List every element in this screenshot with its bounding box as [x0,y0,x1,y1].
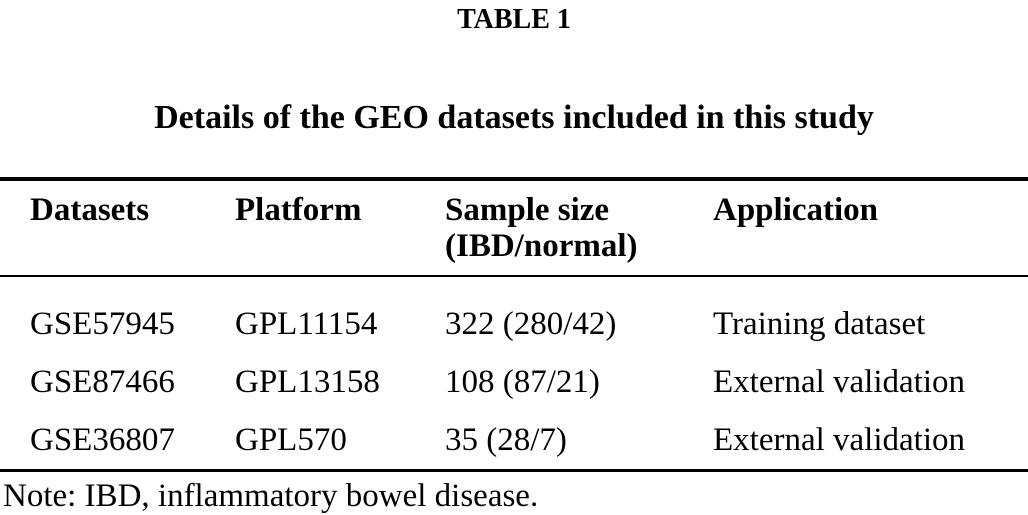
table-number-label: TABLE 1 [457,4,571,35]
cell-platform: GPL570 [235,422,347,458]
table-row: GSE57945 GPL11154 322 (280/42) Training … [0,276,1028,353]
table-row: GSE87466 GPL13158 108 (87/21) External v… [0,353,1028,411]
table-footnote: Note: IBD, inflammatory bowel disease. [3,478,539,514]
geo-datasets-table: Datasets Platform Sample size (IBD/norma… [0,177,1028,472]
cell-platform: GPL11154 [235,306,378,342]
cell-dataset: GSE57945 [30,306,175,342]
column-header-sample-size: Sample size (IBD/normal) [445,192,638,264]
cell-platform: GPL13158 [235,364,380,400]
header-row: Datasets Platform Sample size (IBD/norma… [0,179,1028,276]
column-header-application: Application [713,192,879,228]
table-caption: Details of the GEO datasets included in … [154,99,874,136]
cell-dataset: GSE87466 [30,364,175,400]
cell-sample-size: 35 (28/7) [445,422,567,458]
cell-application: External validation [713,422,965,458]
cell-dataset: GSE36807 [30,422,175,458]
cell-sample-size: 322 (280/42) [445,306,617,342]
cell-application: External validation [713,364,965,400]
column-header-platform: Platform [235,192,362,228]
table-row: GSE36807 GPL570 35 (28/7) External valid… [0,411,1028,471]
column-header-datasets: Datasets [30,192,150,228]
cell-sample-size: 108 (87/21) [445,364,600,400]
cell-application: Training dataset [713,306,926,342]
